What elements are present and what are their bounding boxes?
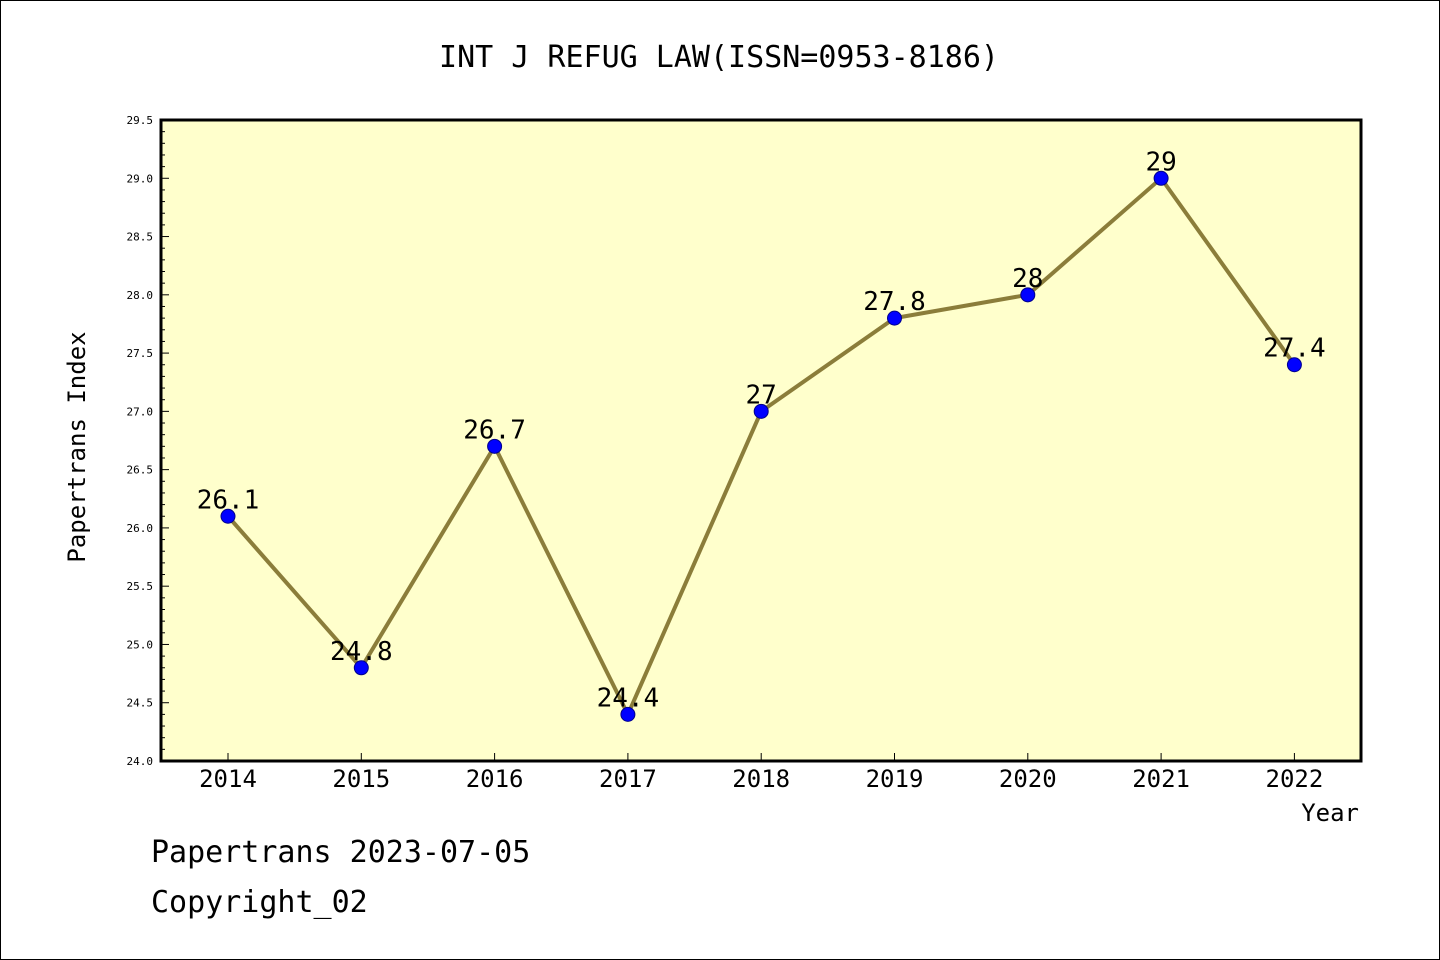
data-label: 24.4 <box>597 683 660 713</box>
x-tick-label: 2018 <box>732 765 790 793</box>
x-tick-label: 2020 <box>999 765 1057 793</box>
data-point <box>887 310 902 326</box>
data-label: 29 <box>1145 147 1176 177</box>
x-tick-label: 2022 <box>1266 765 1324 793</box>
y-tick-label: 24.5 <box>127 697 154 710</box>
data-point <box>220 508 236 524</box>
data-point <box>1153 170 1169 186</box>
x-tick-label: 2014 <box>199 765 257 793</box>
x-axis-label: Year <box>1301 799 1359 827</box>
x-tick-label: 2019 <box>866 765 924 793</box>
y-tick-label: 29.5 <box>127 114 154 127</box>
data-label: 27.8 <box>863 287 926 317</box>
plot-area <box>159 118 1363 763</box>
data-label: 27 <box>746 380 777 410</box>
y-tick-label: 26.5 <box>127 464 154 477</box>
data-point <box>353 660 369 676</box>
y-tick-label: 28.5 <box>127 231 154 244</box>
y-axis: 24.0 24.5 25.0 25.5 26.0 26.5 27.0 27.5 28.0 28.5… <box>127 114 169 768</box>
series-layer: 26.1 24.8 26.7 24.4 27 27.8 28 29 27.4 <box>197 147 1326 722</box>
data-label: 26.1 <box>197 485 260 515</box>
y-tick-label: 27.0 <box>127 405 154 418</box>
data-label: 28 <box>1012 264 1043 294</box>
chart-title: INT J REFUG LAW(ISSN=0953-8186) <box>439 40 999 75</box>
x-tick-label: 2017 <box>599 765 657 793</box>
data-point <box>620 706 636 722</box>
y-tick-label: 27.5 <box>127 347 154 360</box>
x-tick-label: 2016 <box>466 765 524 793</box>
data-point <box>1020 287 1036 303</box>
data-label: 26.7 <box>463 415 526 445</box>
x-tick-label: 2015 <box>332 765 390 793</box>
footer-date: Papertrans 2023-07-05 <box>151 835 531 870</box>
y-tick-label: 29.0 <box>127 172 154 185</box>
y-tick-label: 28.0 <box>127 289 154 302</box>
y-tick-label: 24.0 <box>127 755 154 768</box>
y-tick-label: 25.0 <box>127 638 154 651</box>
data-label: 27.4 <box>1263 334 1326 364</box>
data-point <box>487 438 503 454</box>
data-point <box>753 403 769 419</box>
y-tick-label: 26.0 <box>127 522 154 535</box>
x-axis: 2014 2015 2016 2017 2018 2019 2020 2021 2022 <box>199 753 1323 793</box>
y-tick-label: 25.5 <box>127 580 154 593</box>
y-axis-label: Papertrans Index <box>63 331 91 562</box>
footer-copyright: Copyright_02 <box>151 885 368 920</box>
data-label: 24.8 <box>330 637 393 667</box>
x-tick-label: 2021 <box>1132 765 1190 793</box>
data-point <box>1286 357 1302 373</box>
